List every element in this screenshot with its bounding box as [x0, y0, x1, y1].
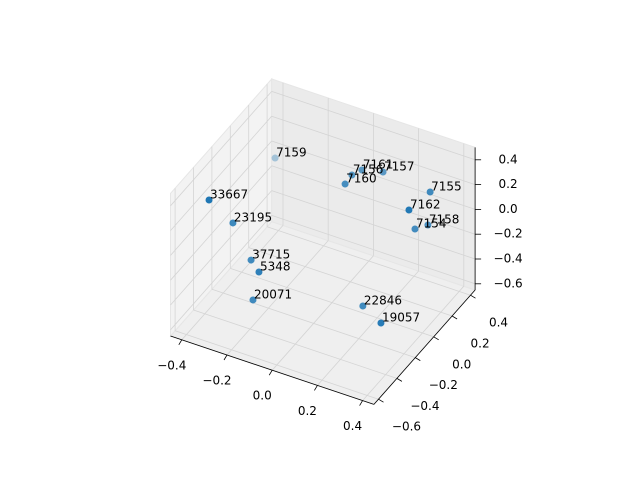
x-tick	[314, 385, 318, 391]
x-tick-label: 0.4	[343, 419, 362, 433]
point-label: 7158	[429, 212, 460, 226]
grid-line	[271, 91, 476, 161]
y-tick-label: 0.4	[489, 316, 508, 330]
grid-line	[271, 190, 476, 260]
x-tick-label: −0.4	[157, 358, 186, 372]
point	[377, 319, 385, 327]
point-label: 7154	[416, 216, 447, 230]
point	[359, 302, 367, 310]
point	[348, 171, 356, 179]
y-tick-label: −0.2	[429, 378, 458, 392]
grid-line	[266, 226, 471, 296]
y-tick	[470, 294, 476, 299]
grid-line	[271, 140, 476, 210]
grid-line	[170, 165, 272, 281]
point	[271, 154, 279, 162]
z-tick-label: −0.4	[494, 252, 523, 266]
x-tick-label: −0.2	[202, 374, 231, 388]
x-tick	[359, 400, 363, 406]
point	[341, 180, 349, 188]
point	[229, 219, 237, 227]
x-tick	[268, 369, 273, 376]
x-tick-label: 0.2	[298, 404, 317, 418]
grid-line	[271, 215, 476, 285]
point	[411, 225, 419, 233]
point	[205, 196, 213, 204]
point	[247, 256, 255, 264]
grid-line	[226, 240, 329, 356]
grid-line	[181, 225, 284, 341]
y-tick-label: 0.2	[471, 337, 490, 351]
grid-line	[271, 165, 476, 235]
y-tick	[451, 315, 458, 320]
point	[424, 221, 432, 229]
grid-line	[271, 255, 374, 371]
point-label: 19057	[382, 311, 420, 325]
point	[405, 206, 413, 214]
grid-line	[193, 309, 398, 379]
point	[249, 296, 257, 304]
point-label: 23195	[234, 210, 272, 224]
point	[379, 168, 387, 176]
y-tick-label: 0.0	[452, 357, 471, 371]
x-tick	[223, 354, 228, 361]
y-tick-label: −0.4	[410, 399, 439, 413]
point	[426, 188, 434, 196]
point-label: 22846	[364, 293, 402, 307]
grid-line	[317, 270, 419, 386]
grid-line	[230, 268, 434, 338]
grid-line	[170, 91, 272, 207]
y-tick	[378, 398, 384, 403]
y-tick	[396, 378, 403, 382]
z-tick-label: −0.6	[494, 276, 523, 290]
point-label: 7161	[363, 158, 394, 172]
point-label: 7155	[431, 180, 462, 194]
y-tick	[433, 336, 439, 341]
y-tick	[415, 357, 421, 361]
grid-line	[271, 115, 476, 185]
point-label: 5348	[260, 260, 291, 274]
point-label: 7157	[384, 159, 415, 173]
axis-line	[170, 335, 375, 405]
point-label: 7156	[353, 163, 384, 177]
axis-line	[373, 289, 476, 405]
point-label: 7159	[276, 146, 307, 160]
x-tick	[178, 339, 183, 346]
z-tick-label: 0.4	[499, 152, 518, 166]
z-tick-label: 0.0	[499, 202, 518, 216]
point-label: 37715	[252, 248, 290, 262]
x-tick-label: 0.0	[253, 389, 272, 403]
y-tick-label: −0.6	[392, 420, 421, 434]
point	[255, 268, 263, 276]
point-label: 33667	[210, 187, 248, 201]
grid-line	[174, 330, 379, 400]
z-tick-label: 0.2	[499, 177, 518, 191]
z-tick-label: −0.2	[494, 227, 523, 241]
point-label: 7162	[410, 197, 441, 211]
point	[358, 166, 366, 174]
grid-line	[170, 190, 272, 306]
point-label: 7160	[346, 172, 377, 186]
grid-line	[211, 288, 416, 358]
point-label: 20071	[254, 287, 292, 301]
grid-line	[170, 215, 272, 331]
grid-line	[170, 140, 272, 256]
grid-line	[362, 285, 465, 401]
grid-line	[248, 247, 453, 317]
grid-line	[170, 115, 272, 231]
